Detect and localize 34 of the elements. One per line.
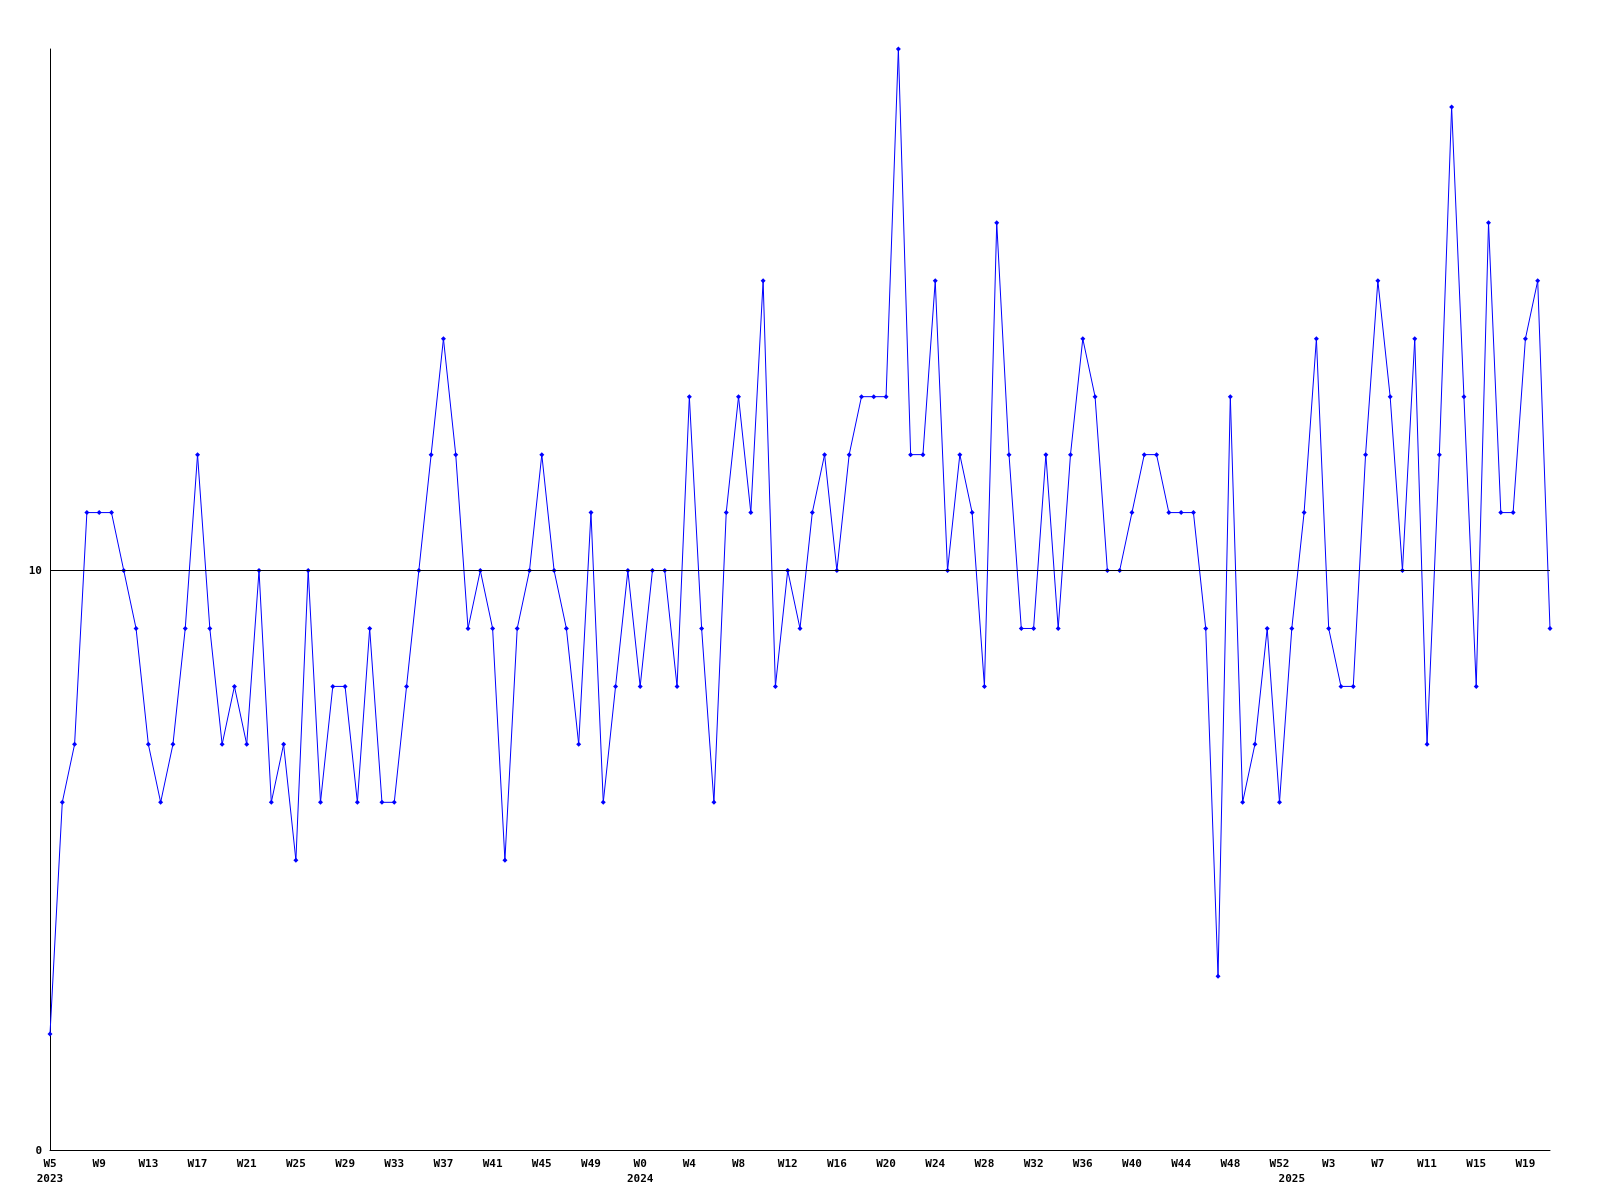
- x-tick-label: W48: [1220, 1157, 1241, 1170]
- x-tick-label: W4: [682, 1157, 697, 1170]
- x-tick-label: W7: [1371, 1157, 1385, 1170]
- x-tick-label: W28: [974, 1157, 995, 1170]
- y-tick-label: 0: [35, 1143, 42, 1157]
- x-tick-label: W29: [335, 1157, 356, 1170]
- x-tick-label: W32: [1023, 1157, 1044, 1170]
- y-tick-label: 10: [28, 564, 42, 578]
- x-tick-label: W45: [531, 1157, 552, 1170]
- x-tick-label: W8: [731, 1157, 746, 1170]
- x-tick-label: W52: [1269, 1157, 1290, 1170]
- x-tick-label: W19: [1515, 1157, 1536, 1170]
- x-tick-label: W36: [1072, 1157, 1094, 1170]
- x-tick-label: W0 2024: [626, 1157, 654, 1185]
- x-tick-label: W37: [433, 1157, 454, 1170]
- x-tick-label: W33: [384, 1157, 405, 1170]
- x-tick-label: W9: [92, 1157, 106, 1170]
- x-tick-label: W17: [187, 1157, 208, 1170]
- x-tick-label: W20: [876, 1157, 896, 1170]
- x-tick-label: W5 2023: [36, 1157, 64, 1185]
- x-tick-label: W13: [138, 1157, 159, 1170]
- x-tick-label: W44: [1171, 1157, 1192, 1170]
- x-tick-label: W25: [285, 1157, 306, 1170]
- x-tick-label: W3: [1322, 1157, 1336, 1170]
- x-tick-label: W15: [1466, 1157, 1487, 1170]
- x-tick-label: W21: [236, 1157, 258, 1170]
- x-tick-label: W41: [482, 1157, 503, 1170]
- x-tick-label: W40: [1122, 1157, 1142, 1170]
- x-tick-label: 2025: [1278, 1172, 1306, 1185]
- x-tick-label: W11: [1417, 1157, 1438, 1170]
- x-tick-label: W16: [826, 1157, 848, 1170]
- x-tick-label: W49: [581, 1157, 601, 1170]
- x-tick-label: W12: [777, 1157, 798, 1170]
- x-tick-label: W24: [925, 1157, 946, 1170]
